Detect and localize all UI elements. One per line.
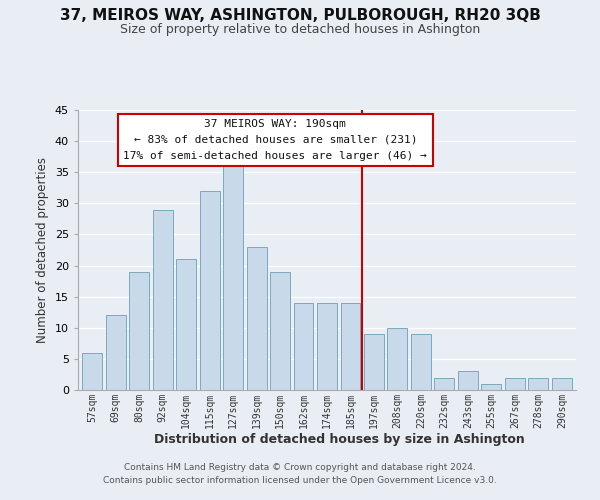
- Text: Contains HM Land Registry data © Crown copyright and database right 2024.: Contains HM Land Registry data © Crown c…: [124, 464, 476, 472]
- Bar: [552, 378, 572, 390]
- Bar: [176, 260, 196, 390]
- Bar: [152, 210, 173, 390]
- Text: Distribution of detached houses by size in Ashington: Distribution of detached houses by size …: [154, 432, 524, 446]
- Bar: [106, 316, 125, 390]
- Bar: [200, 191, 220, 390]
- Bar: [293, 303, 313, 390]
- Bar: [247, 247, 266, 390]
- Text: 37 MEIROS WAY: 190sqm
← 83% of detached houses are smaller (231)
17% of semi-det: 37 MEIROS WAY: 190sqm ← 83% of detached …: [124, 120, 427, 160]
- Bar: [364, 334, 384, 390]
- Bar: [411, 334, 431, 390]
- Bar: [270, 272, 290, 390]
- Bar: [82, 352, 102, 390]
- Text: 37, MEIROS WAY, ASHINGTON, PULBOROUGH, RH20 3QB: 37, MEIROS WAY, ASHINGTON, PULBOROUGH, R…: [59, 8, 541, 22]
- Bar: [223, 160, 243, 390]
- Bar: [481, 384, 502, 390]
- Text: Size of property relative to detached houses in Ashington: Size of property relative to detached ho…: [120, 22, 480, 36]
- Text: Contains public sector information licensed under the Open Government Licence v3: Contains public sector information licen…: [103, 476, 497, 485]
- Bar: [388, 328, 407, 390]
- Bar: [434, 378, 454, 390]
- Bar: [129, 272, 149, 390]
- Bar: [317, 303, 337, 390]
- Bar: [341, 303, 361, 390]
- Bar: [505, 378, 525, 390]
- Y-axis label: Number of detached properties: Number of detached properties: [36, 157, 49, 343]
- Bar: [529, 378, 548, 390]
- Bar: [458, 372, 478, 390]
